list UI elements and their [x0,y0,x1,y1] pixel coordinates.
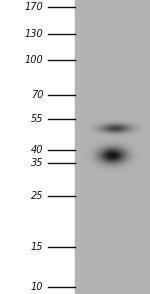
Text: 15: 15 [31,242,44,252]
Text: 55: 55 [31,113,44,123]
Text: 100: 100 [25,55,44,65]
Text: 70: 70 [31,90,44,100]
Text: 40: 40 [31,145,44,155]
Text: 130: 130 [25,29,44,39]
Text: 10: 10 [31,282,44,292]
Bar [75,0,150,294]
Text: 170: 170 [25,2,44,12]
Text: 25: 25 [31,191,44,201]
Text: 35: 35 [31,158,44,168]
